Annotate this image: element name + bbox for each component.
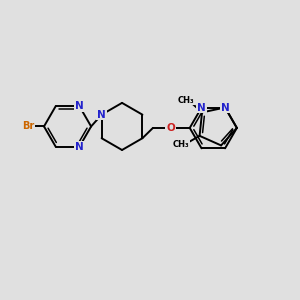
Text: CH₃: CH₃ bbox=[172, 140, 189, 149]
Text: N: N bbox=[197, 103, 206, 112]
Text: O: O bbox=[166, 123, 175, 133]
Text: N: N bbox=[75, 101, 84, 111]
Text: CH₃: CH₃ bbox=[178, 96, 194, 105]
Text: Br: Br bbox=[22, 122, 34, 131]
Text: N: N bbox=[97, 110, 106, 120]
Text: N: N bbox=[221, 103, 230, 112]
Text: N: N bbox=[75, 142, 84, 152]
